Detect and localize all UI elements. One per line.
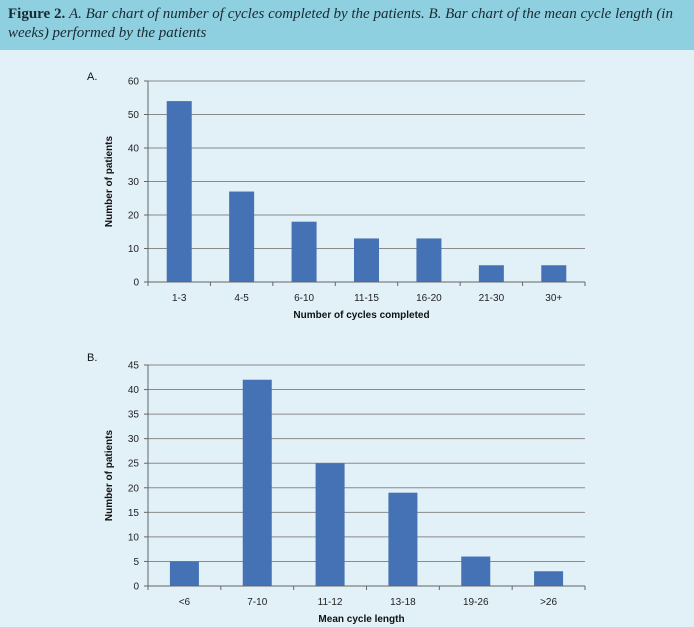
chart-b-x-tick-label: 11-12 (318, 597, 343, 608)
chart-b-x-tick-label: 19-26 (463, 597, 489, 608)
chart-b-bar (315, 463, 345, 586)
chart-a-y-tick-label: 20 (128, 211, 140, 222)
figure-label: Figure 2. (8, 6, 66, 22)
chart-b-x-tick-label: 13-18 (390, 597, 416, 608)
chart-a-y-axis-title: Number of patients (104, 136, 115, 228)
figure-caption: Figure 2. A. Bar chart of number of cycl… (0, 0, 694, 50)
chart-b-y-tick-label: 15 (128, 508, 140, 519)
chart-a-bar (354, 238, 379, 282)
chart-b-y-tick-label: 35 (128, 410, 140, 421)
chart-b-bar (534, 571, 564, 586)
chart-b-y-tick-label: 45 (128, 361, 140, 372)
chart-b-bar (388, 492, 418, 586)
chart-a-bar (291, 221, 317, 282)
chart-b-bar (461, 556, 491, 586)
chart-b-x-axis-title: Mean cycle length (318, 614, 404, 625)
chart-a-x-tick-label: 16-20 (416, 293, 442, 304)
chart-b-y-tick-label: 30 (128, 434, 140, 445)
chart-b-y-tick-label: 10 (128, 532, 140, 543)
chart-a-x-tick-label: 1-3 (172, 293, 187, 304)
chart-b-y-tick-label: 20 (128, 483, 140, 494)
chart-b-x-tick-label: <6 (179, 597, 191, 608)
chart-a-y-tick-label: 60 (128, 77, 140, 88)
chart-a-x-tick-label: 11-15 (354, 293, 379, 304)
chart-a-x-tick-label: 4-5 (234, 293, 249, 304)
chart-a-bar (478, 265, 504, 282)
figure-caption-text: A. Bar chart of number of cycles complet… (8, 6, 673, 41)
chart-a-bar (541, 265, 567, 282)
chart-a-x-tick-label: 30+ (545, 293, 562, 304)
chart-a-bar (166, 101, 192, 282)
chart-b-y-axis-title: Number of patients (104, 430, 115, 522)
chart-b-y-tick-label: 40 (128, 385, 140, 396)
chart-a-x-tick-label: 21-30 (479, 293, 505, 304)
chart-a-y-tick-label: 0 (133, 278, 139, 289)
chart-a-panel-label: A. (87, 71, 97, 83)
chart-a-y-tick-label: 30 (128, 177, 140, 188)
chart-b-x-tick-label: >26 (540, 597, 557, 608)
chart-a-bar (416, 238, 442, 282)
chart-a-bar (229, 191, 255, 282)
chart-b-x-tick-label: 7-10 (247, 597, 267, 608)
chart-b-y-tick-label: 25 (128, 459, 140, 470)
chart-b-y-tick-label: 0 (133, 582, 139, 593)
chart-a-y-tick-label: 40 (128, 144, 140, 155)
chart-a-x-tick-label: 6-10 (294, 293, 314, 304)
chart-b-bar (169, 561, 199, 586)
chart-a-y-tick-label: 10 (128, 244, 140, 255)
chart-b-y-tick-label: 5 (133, 557, 139, 568)
chart-a-y-tick-label: 50 (128, 110, 140, 121)
chart-a-x-axis-title: Number of cycles completed (293, 310, 429, 321)
chart-b-bar (242, 379, 272, 586)
chart-b-panel-label: B. (87, 352, 97, 364)
